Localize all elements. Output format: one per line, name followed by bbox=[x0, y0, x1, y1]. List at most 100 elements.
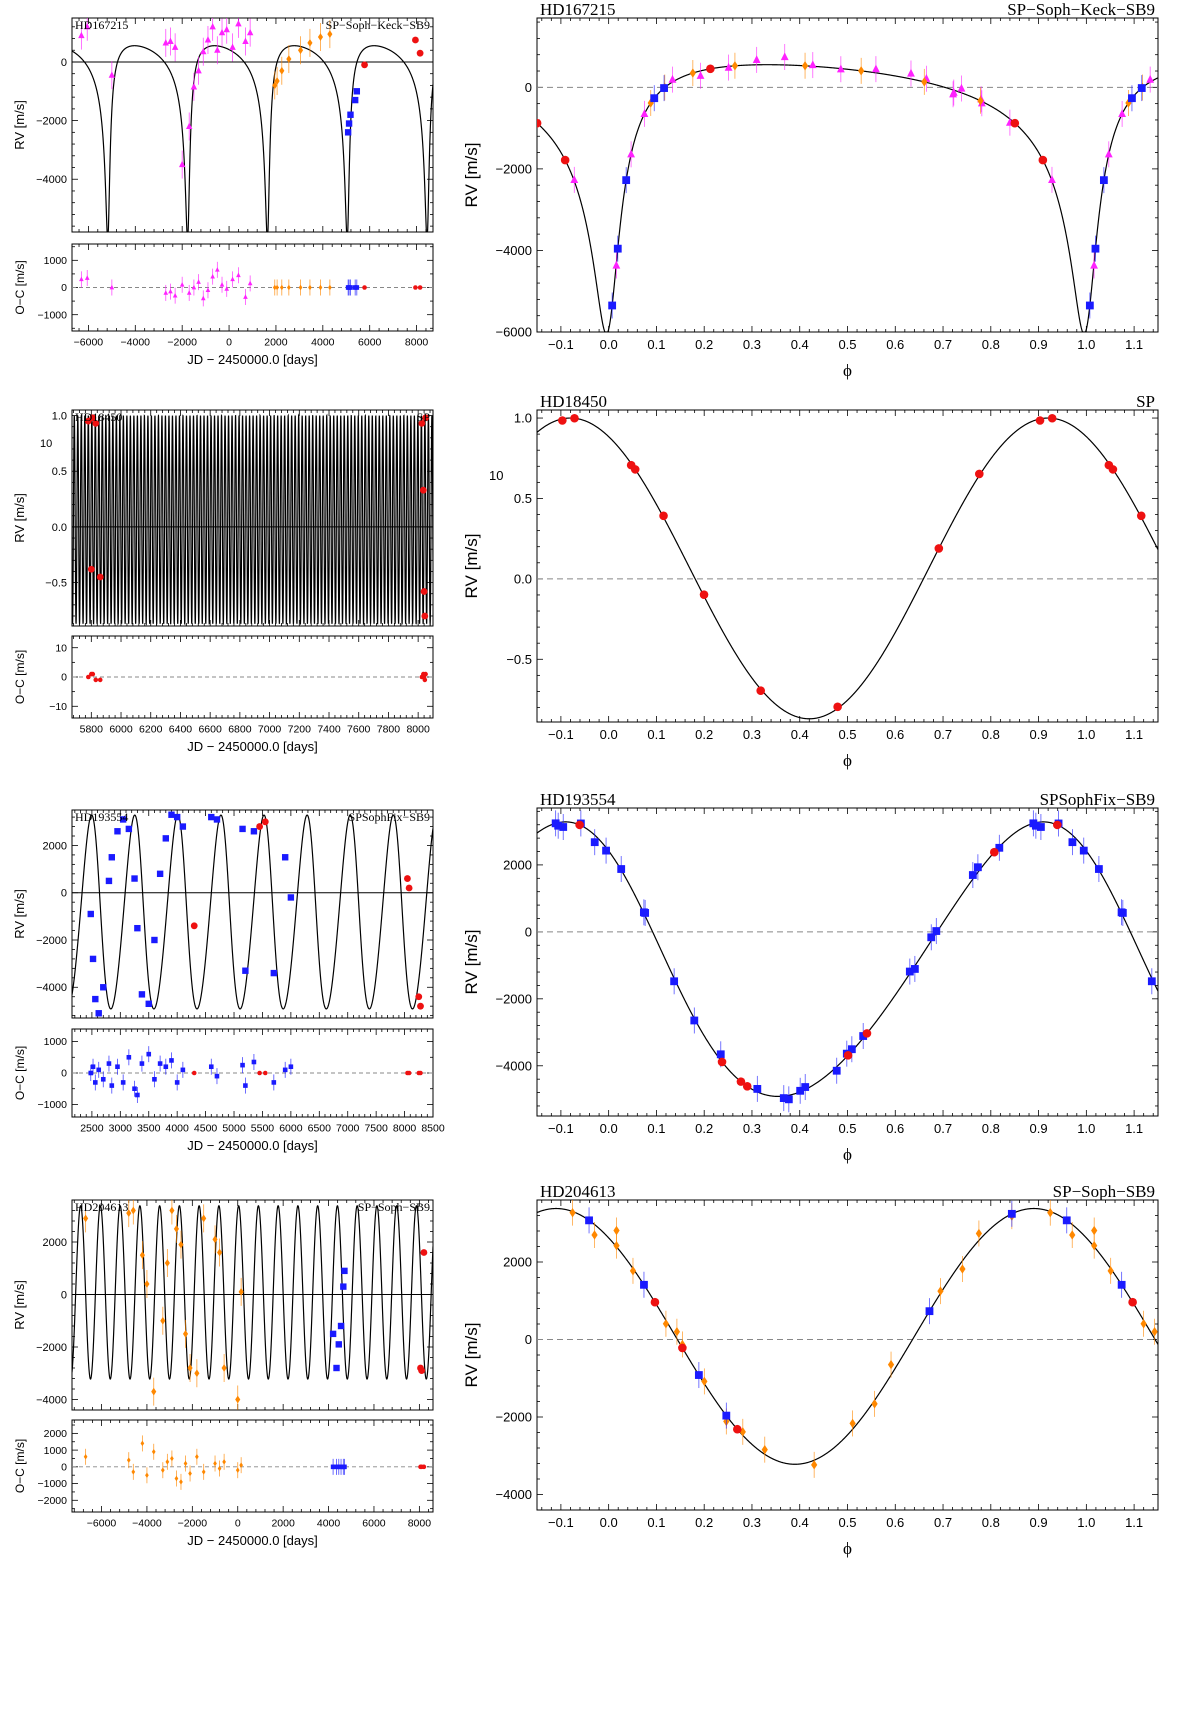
phase-point-sb9 bbox=[811, 1460, 818, 1470]
data-point-sp bbox=[412, 36, 419, 44]
residual-point-keck bbox=[200, 295, 206, 301]
residual-point-keck bbox=[247, 280, 253, 286]
data-point-sophie bbox=[108, 854, 115, 861]
phase-point-sp bbox=[862, 1029, 872, 1038]
x-tick-label: 0.4 bbox=[791, 727, 809, 742]
data-point-sophie bbox=[89, 955, 97, 963]
residual-point-sophie bbox=[282, 1067, 288, 1073]
model-layer bbox=[72, 413, 433, 626]
residual-point-sp bbox=[86, 674, 91, 680]
phase-point-sb9 bbox=[1091, 1225, 1098, 1236]
residual-plot-frame bbox=[71, 243, 434, 332]
phase-point-sb9 bbox=[1140, 1319, 1147, 1329]
x-tick-label: −0.1 bbox=[548, 1515, 574, 1530]
residual-plot-frame bbox=[71, 1028, 434, 1118]
x-tick-label: 6600 bbox=[198, 724, 222, 736]
phase-point-keck bbox=[1048, 175, 1056, 184]
residual-point-sb9 bbox=[83, 1454, 88, 1460]
y-tick-label: 0 bbox=[61, 57, 67, 69]
phase-point-sophie bbox=[927, 933, 936, 942]
phase-point-keck bbox=[780, 52, 789, 61]
data-point-sb9 bbox=[274, 77, 280, 85]
y-tick-label: 1000 bbox=[44, 255, 68, 267]
instrument-label: SP−Soph−SB9 bbox=[358, 1200, 430, 1214]
data-point-sb9 bbox=[279, 66, 285, 75]
data-point-sp bbox=[420, 1249, 428, 1256]
residual-point-sb9 bbox=[239, 1462, 243, 1468]
x-tick-label: 2000 bbox=[271, 1518, 295, 1530]
phase-point-sophie bbox=[973, 863, 982, 872]
rv-plot-frame bbox=[71, 809, 434, 1019]
residual-point-sophie bbox=[100, 1076, 106, 1082]
x-axis-label: JD − 2450000.0 [days] bbox=[187, 1533, 317, 1548]
data-point-sb9 bbox=[327, 30, 333, 38]
x-tick-label: 0.5 bbox=[838, 337, 856, 352]
phase-point-sp bbox=[659, 511, 668, 521]
phase-point-sb9 bbox=[849, 1418, 856, 1429]
data-point-sp bbox=[415, 993, 423, 1001]
y-tick-label: 0 bbox=[525, 924, 532, 939]
residual-point-keck bbox=[236, 272, 241, 278]
residual-point-sophie bbox=[208, 1064, 214, 1070]
x-tick-label: 6200 bbox=[139, 724, 163, 736]
y-tick-label: −6000 bbox=[495, 325, 532, 340]
data-point-sp bbox=[421, 612, 429, 620]
phase-point-sophie bbox=[1099, 176, 1108, 185]
x-tick-label: 4000 bbox=[311, 337, 335, 349]
phase-point-keck bbox=[872, 64, 880, 73]
phase-point-sb9 bbox=[921, 77, 928, 87]
data-point-keck bbox=[200, 47, 207, 55]
phase-point-sp bbox=[833, 702, 842, 712]
residual-point-sb9 bbox=[140, 1440, 145, 1447]
data-point-keck bbox=[229, 43, 236, 50]
x-tick-label: 0.3 bbox=[743, 727, 761, 742]
x-tick-label: 8500 bbox=[421, 1123, 445, 1135]
data-point-sophie bbox=[337, 1322, 345, 1330]
y-tick-label: 0 bbox=[525, 1332, 532, 1347]
y-tick-label: 0 bbox=[61, 672, 67, 684]
data-point-keck bbox=[218, 28, 226, 36]
y-tick-label: −1000 bbox=[38, 309, 68, 321]
x-tick-label: 0.7 bbox=[934, 1121, 952, 1136]
data-point-sophie bbox=[156, 870, 164, 878]
phase-point-keck bbox=[836, 64, 845, 73]
phase-point-keck bbox=[627, 149, 636, 158]
phase-point-sophie bbox=[670, 977, 679, 986]
x-tick-label: 1.0 bbox=[1077, 727, 1095, 742]
x-tick-label: 0.2 bbox=[695, 337, 713, 352]
y-tick-label: 0 bbox=[61, 888, 67, 900]
residual-point-keck bbox=[168, 288, 173, 294]
phase-point-sophie bbox=[690, 1016, 699, 1025]
residual-point-sophie bbox=[109, 1083, 115, 1088]
phase-point-sp bbox=[934, 544, 944, 553]
data-point-sp bbox=[422, 414, 429, 422]
phase-model-curve bbox=[537, 1207, 1158, 1465]
data-point-sophie bbox=[168, 811, 175, 818]
residual-point-sophie bbox=[174, 1080, 180, 1085]
residual-point-sophie bbox=[115, 1064, 120, 1070]
y-tick-label: 0.5 bbox=[514, 491, 532, 506]
residual-point-sp bbox=[262, 1070, 268, 1076]
x-tick-label: 8000 bbox=[405, 337, 429, 349]
y-tick-label: 1.0 bbox=[514, 411, 532, 426]
phase-point-sophie bbox=[995, 843, 1004, 852]
data-point-sb9 bbox=[164, 1259, 170, 1267]
residual-point-keck bbox=[215, 267, 220, 272]
data-point-sophie bbox=[242, 967, 249, 974]
y-tick-label: −2000 bbox=[495, 1410, 532, 1425]
x-tick-label: −0.1 bbox=[548, 337, 574, 352]
model-curve bbox=[72, 814, 433, 1010]
phase-point-sp bbox=[1052, 820, 1062, 830]
residual-point-sp bbox=[422, 677, 428, 683]
x-tick-label: −4000 bbox=[121, 337, 151, 349]
x-tick-label: 0.5 bbox=[838, 1121, 856, 1136]
data-point-sp bbox=[417, 1002, 424, 1010]
y-axis-label: RV [m/s] bbox=[462, 930, 481, 995]
instrument-label: SP−Soph−Keck−SB9 bbox=[326, 18, 430, 32]
phase-point-sb9 bbox=[662, 1319, 670, 1329]
x-tick-label: 8000 bbox=[408, 1518, 432, 1530]
x-tick-label: 6000 bbox=[358, 337, 382, 349]
data-point-sp bbox=[361, 61, 368, 69]
data-point-sb9 bbox=[194, 1369, 200, 1378]
phase-point-sp bbox=[717, 1057, 727, 1067]
